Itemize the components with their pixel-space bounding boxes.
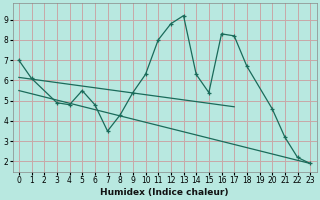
X-axis label: Humidex (Indice chaleur): Humidex (Indice chaleur) — [100, 188, 229, 197]
